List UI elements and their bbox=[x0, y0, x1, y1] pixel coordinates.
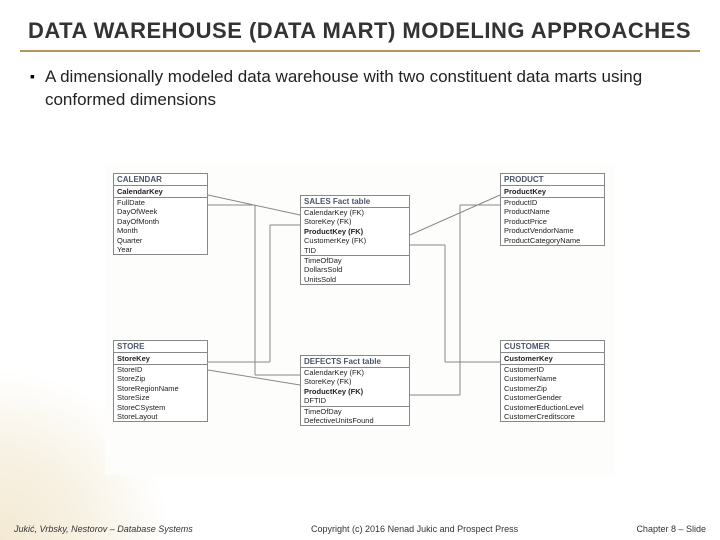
table-row: UnitsSold bbox=[301, 275, 409, 284]
table-header: PRODUCT bbox=[501, 174, 604, 186]
table-row: ProductVendorName bbox=[501, 226, 604, 235]
table-row: StoreID bbox=[114, 365, 207, 374]
table-row: StoreCSystem bbox=[114, 403, 207, 412]
table-row: CustomerZip bbox=[501, 384, 604, 393]
table-row: StoreRegionName bbox=[114, 384, 207, 393]
table-row: ProductName bbox=[501, 207, 604, 216]
table-row: DollarsSold bbox=[301, 265, 409, 274]
table-row: DayOfWeek bbox=[114, 207, 207, 216]
table-row: CalendarKey (FK) bbox=[301, 368, 409, 377]
table-row: StoreZip bbox=[114, 374, 207, 383]
table-rows: ProductIDProductNameProductPriceProductV… bbox=[501, 198, 604, 245]
table-row: CustomerName bbox=[501, 374, 604, 383]
table-rows-top: CalendarKey (FK)StoreKey (FK)ProductKey … bbox=[301, 368, 409, 406]
table-header: STORE bbox=[114, 341, 207, 353]
table-sales-fact: SALES Fact table CalendarKey (FK)StoreKe… bbox=[300, 195, 410, 285]
table-row: StoreKey (FK) bbox=[301, 217, 409, 226]
table-product: PRODUCT ProductKey ProductIDProductNameP… bbox=[500, 173, 605, 246]
table-row: ProductPrice bbox=[501, 217, 604, 226]
bullet-row: ▪ A dimensionally modeled data warehouse… bbox=[0, 52, 720, 122]
table-row: StoreKey (FK) bbox=[301, 377, 409, 386]
table-row: TID bbox=[301, 246, 409, 255]
table-row: FullDate bbox=[114, 198, 207, 207]
table-row: ProductCategoryName bbox=[501, 236, 604, 245]
table-row: CustomerCreditscore bbox=[501, 412, 604, 421]
table-row: CustomerGender bbox=[501, 393, 604, 402]
table-header: DEFECTS Fact table bbox=[301, 356, 409, 368]
bullet-text: A dimensionally modeled data warehouse w… bbox=[45, 66, 690, 112]
table-store: STORE StoreKey StoreIDStoreZipStoreRegio… bbox=[113, 340, 208, 422]
footer: Jukić, Vrbsky, Nestorov – Database Syste… bbox=[0, 524, 720, 534]
table-rows-bot: TimeOfDayDollarsSoldUnitsSold bbox=[301, 255, 409, 284]
footer-left: Jukić, Vrbsky, Nestorov – Database Syste… bbox=[14, 524, 193, 534]
footer-right: Chapter 8 – Slide bbox=[636, 524, 706, 534]
table-key: CalendarKey bbox=[114, 186, 207, 198]
footer-mid: Copyright (c) 2016 Nenad Jukic and Prosp… bbox=[311, 524, 518, 534]
table-row: DefectiveUnitsFound bbox=[301, 416, 409, 425]
table-key: ProductKey bbox=[501, 186, 604, 198]
table-header: SALES Fact table bbox=[301, 196, 409, 208]
table-row: ProductKey (FK) bbox=[301, 387, 409, 396]
table-row: CustomerEductionLevel bbox=[501, 403, 604, 412]
bullet-icon: ▪ bbox=[30, 68, 35, 84]
table-row: ProductKey (FK) bbox=[301, 227, 409, 236]
table-row: Quarter bbox=[114, 236, 207, 245]
table-header: CALENDAR bbox=[114, 174, 207, 186]
table-row: ProductID bbox=[501, 198, 604, 207]
table-rows: FullDateDayOfWeekDayOfMonthMonthQuarterY… bbox=[114, 198, 207, 254]
table-row: StoreLayout bbox=[114, 412, 207, 421]
table-row: DFTID bbox=[301, 396, 409, 405]
table-row: CalendarKey (FK) bbox=[301, 208, 409, 217]
table-row: TimeOfDay bbox=[301, 407, 409, 416]
table-row: CustomerID bbox=[501, 365, 604, 374]
table-rows: CustomerIDCustomerNameCustomerZipCustome… bbox=[501, 365, 604, 421]
table-row: Month bbox=[114, 226, 207, 235]
table-row: CustomerKey (FK) bbox=[301, 236, 409, 245]
table-rows-top: CalendarKey (FK)StoreKey (FK)ProductKey … bbox=[301, 208, 409, 255]
table-customer: CUSTOMER CustomerKey CustomerIDCustomerN… bbox=[500, 340, 605, 422]
table-rows: StoreIDStoreZipStoreRegionNameStoreSizeS… bbox=[114, 365, 207, 421]
table-key: CustomerKey bbox=[501, 353, 604, 365]
table-row: Year bbox=[114, 245, 207, 254]
er-diagram: CALENDAR CalendarKey FullDateDayOfWeekDa… bbox=[105, 165, 615, 475]
table-row: TimeOfDay bbox=[301, 256, 409, 265]
table-rows-bot: TimeOfDayDefectiveUnitsFound bbox=[301, 406, 409, 426]
page-title: DATA WAREHOUSE (DATA MART) MODELING APPR… bbox=[0, 0, 720, 48]
table-row: DayOfMonth bbox=[114, 217, 207, 226]
table-header: CUSTOMER bbox=[501, 341, 604, 353]
table-key: StoreKey bbox=[114, 353, 207, 365]
table-calendar: CALENDAR CalendarKey FullDateDayOfWeekDa… bbox=[113, 173, 208, 255]
table-row: StoreSize bbox=[114, 393, 207, 402]
table-defects-fact: DEFECTS Fact table CalendarKey (FK)Store… bbox=[300, 355, 410, 426]
